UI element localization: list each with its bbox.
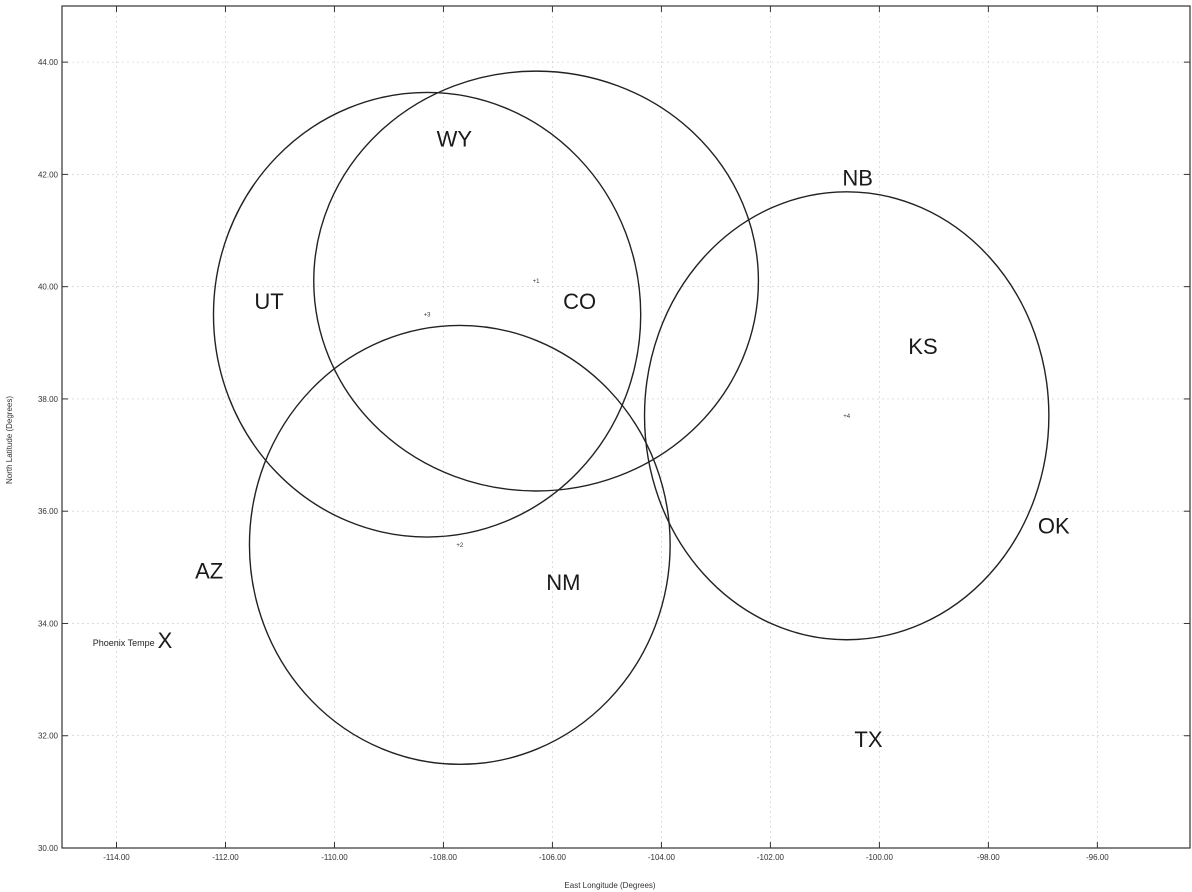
state-label-az: AZ [195,559,223,584]
y-tick-label: 44.00 [38,58,59,67]
state-label-ut: UT [254,289,283,314]
x-tick-label: -96.00 [1086,853,1109,862]
y-tick-label: 34.00 [38,619,59,628]
x-tick-label: -110.00 [321,853,348,862]
y-tick-label: 36.00 [38,507,59,516]
state-label-co: CO [563,289,596,314]
place-label-phoenix-tempe: Phoenix Tempe [93,638,155,648]
coverage-circle-c1 [313,70,760,492]
axis-ticks: -114.00 -112.00 -110.00 -108.00 -106.00 -104.… [38,6,1190,862]
x-tick-label: -106.00 [539,853,567,862]
y-tick-label: 30.00 [38,844,59,853]
y-tick-label: 42.00 [38,170,59,179]
state-labels: WY UT CO NB KS OK AZ NM TX [195,126,1070,752]
x-tick-label: -108.00 [430,853,458,862]
center-marker-c1: +1 [533,279,541,285]
place-marker-x: X [158,628,173,653]
x-tick-label: -104.00 [648,853,676,862]
center-marker-c2: +3 [424,313,432,319]
y-tick-label: 40.00 [38,283,59,292]
place-labels: Phoenix Tempe X [93,628,173,653]
x-tick-label: -112.00 [212,853,239,862]
y-tick-label: 32.00 [38,732,59,741]
coverage-circle-c4 [643,191,1050,641]
center-markers: +1 +3 +2 +4 [424,279,851,549]
y-axis-title: North Latitude (Degrees) [5,396,14,484]
plot-frame [61,5,1191,849]
state-label-nm: NM [546,570,580,595]
state-label-nb: NB [842,166,873,191]
state-label-ok: OK [1038,514,1070,539]
x-tick-label: -114.00 [103,853,130,862]
x-tick-label: -102.00 [757,853,785,862]
x-axis-title: East Longitude (Degrees) [564,881,656,890]
coverage-circle-c3 [248,324,671,766]
x-tick-label: -98.00 [977,853,1000,862]
center-marker-c3: +2 [456,543,464,549]
y-tick-label: 38.00 [38,395,59,404]
state-label-tx: TX [854,727,882,752]
state-label-ks: KS [908,334,937,359]
coverage-circles [212,70,1050,766]
state-label-wy: WY [437,126,473,151]
center-marker-c4: +4 [843,414,851,420]
coverage-circle-c2 [212,91,642,538]
x-tick-label: -100.00 [866,853,894,862]
